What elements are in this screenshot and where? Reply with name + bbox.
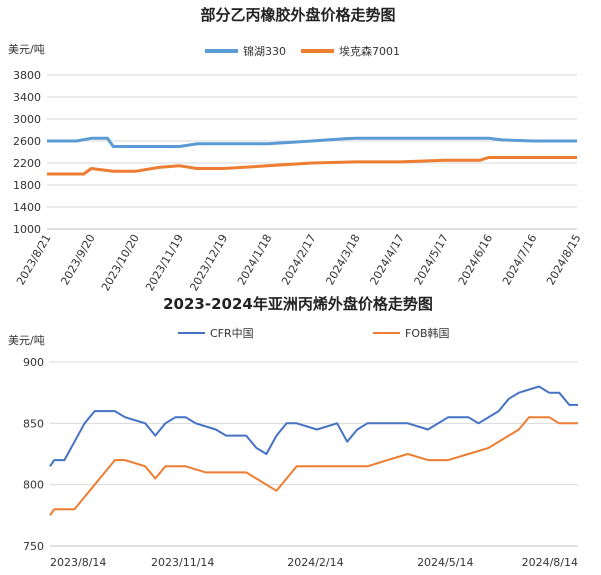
c1-y-tick-label: 2600 bbox=[13, 135, 41, 148]
chart2-legend-label-1: CFR中国 bbox=[210, 327, 254, 340]
chart1-legend: 锦湖330 埃克森7001 bbox=[205, 44, 400, 58]
c1-series-line-1 bbox=[47, 136, 577, 148]
c1-y-tick-label: 3400 bbox=[13, 91, 41, 104]
c1-x-tick-label: 2024/7/16 bbox=[500, 232, 539, 287]
c2-y-tick-label: 800 bbox=[23, 479, 44, 492]
chart1-x-ticks: 2023/8/21 2023/9/20 2023/10/20 2023/11/19 20… bbox=[14, 232, 583, 293]
chart2-legend-label-2: FOB韩国 bbox=[405, 326, 450, 340]
chart1-y-ticks: 1000 1400 1800 2200 2600 3000 3400 3800 bbox=[13, 69, 41, 236]
chart1-title: 部分乙丙橡胶外盘价格走势图 bbox=[200, 6, 395, 24]
chart2-legend: CFR中国 FOB韩国 bbox=[178, 326, 450, 340]
c1-x-tick-label: 2024/6/16 bbox=[456, 232, 495, 287]
c2-x-tick-label: 2023/8/14 bbox=[50, 556, 106, 569]
chart2-title: 2023-2024年亚洲丙烯外盘价格走势图 bbox=[163, 295, 433, 313]
c2-x-tick-label: 2024/5/14 bbox=[417, 556, 473, 569]
c2-series-line-2 bbox=[49, 416, 578, 516]
chart2-x-ticks: 2023/8/14 2023/11/14 2024/2/14 2024/5/14 202… bbox=[50, 556, 578, 569]
c1-x-tick-label: 2023/9/20 bbox=[58, 232, 97, 287]
c2-x-tick-label: 2024/2/14 bbox=[287, 556, 343, 569]
c2-x-tick-label: 2023/11/14 bbox=[151, 556, 214, 569]
chart2-series bbox=[49, 385, 578, 516]
c1-x-tick-label: 2023/11/19 bbox=[143, 232, 186, 293]
c1-x-tick-label: 2023/8/21 bbox=[14, 232, 53, 287]
c2-series-line-1 bbox=[49, 385, 578, 467]
c1-y-tick-label: 1800 bbox=[13, 179, 41, 192]
c2-y-tick-label: 850 bbox=[23, 417, 44, 430]
c2-y-tick-label: 900 bbox=[23, 356, 44, 369]
chart1-series bbox=[47, 136, 577, 176]
c1-y-tick-label: 3000 bbox=[13, 113, 41, 126]
c1-x-tick-label: 2024/3/18 bbox=[323, 232, 362, 287]
chart2-y-ticks: 750 800 850 900 bbox=[23, 356, 44, 553]
c2-y-tick-label: 750 bbox=[23, 540, 44, 553]
chart-ethylene-propylene-rubber: 部分乙丙橡胶外盘价格走势图 美元/吨 锦湖330 埃克森7001 1000 140… bbox=[8, 6, 584, 293]
c1-y-tick-label: 2200 bbox=[13, 157, 41, 170]
c1-y-tick-label: 1400 bbox=[13, 201, 41, 214]
c1-y-tick-label: 3800 bbox=[13, 69, 41, 82]
c1-x-tick-label: 2024/2/17 bbox=[279, 232, 318, 287]
c1-series-line-2 bbox=[47, 156, 577, 176]
c1-x-tick-label: 2024/4/17 bbox=[367, 232, 406, 287]
c1-x-tick-label: 2023/10/20 bbox=[99, 232, 142, 293]
c2-x-tick-label: 2024/8/14 bbox=[522, 556, 578, 569]
c1-x-tick-label: 2023/12/19 bbox=[187, 232, 230, 293]
chart1-y-unit: 美元/吨 bbox=[8, 43, 45, 56]
chart2-gridlines bbox=[50, 361, 578, 547]
chart1-legend-label-1: 锦湖330 bbox=[243, 44, 286, 58]
c1-x-tick-label: 2024/5/17 bbox=[412, 232, 451, 287]
c1-x-tick-label: 2024/1/18 bbox=[235, 232, 274, 287]
chart1-legend-label-2: 埃克森7001 bbox=[339, 44, 400, 58]
c1-x-tick-label: 2024/8/15 bbox=[544, 232, 583, 287]
chart-asia-propylene: 2023-2024年亚洲丙烯外盘价格走势图 美元/吨 CFR中国 FOB韩国 7… bbox=[8, 295, 578, 569]
c1-y-tick-label: 1000 bbox=[13, 223, 41, 236]
chart1-gridlines bbox=[47, 74, 577, 230]
chart2-y-unit: 美元/吨 bbox=[8, 334, 45, 347]
